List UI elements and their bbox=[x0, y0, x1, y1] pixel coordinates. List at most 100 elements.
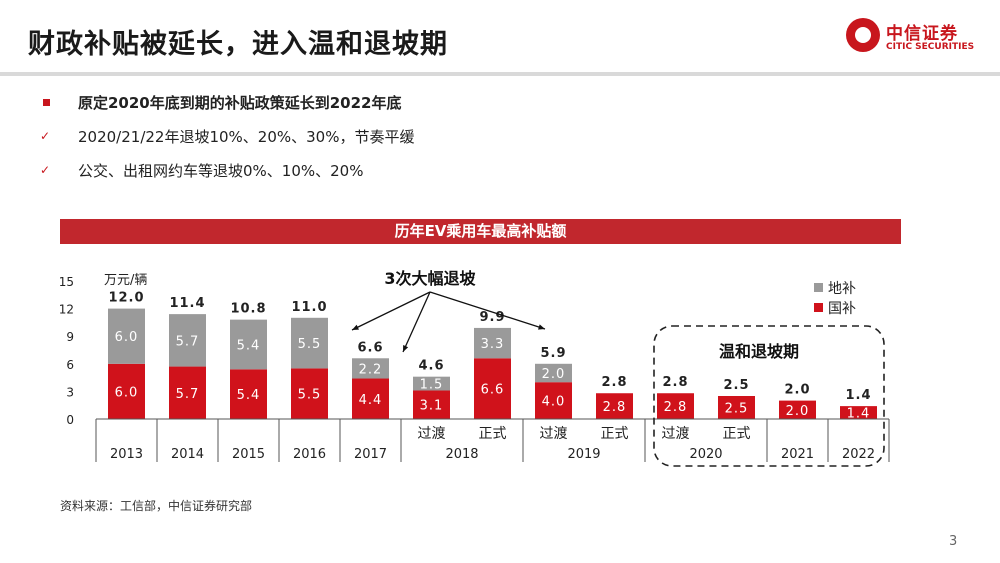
year-label: 2021 bbox=[781, 447, 814, 462]
bar-guobu bbox=[230, 369, 267, 419]
year-label: 2014 bbox=[171, 447, 204, 462]
bar-dibu-value: 5.7 bbox=[176, 334, 200, 349]
legend-swatch-dibu bbox=[814, 283, 823, 292]
year-label: 2017 bbox=[354, 447, 387, 462]
year-label: 2013 bbox=[110, 447, 143, 462]
bar-total-label: 2.0 bbox=[784, 383, 810, 398]
legend-label-dibu: 地补 bbox=[828, 281, 856, 297]
bar-dibu bbox=[535, 363, 572, 383]
y-tick-label: 15 bbox=[59, 275, 74, 289]
header: 财政补贴被延长，进入温和退坡期 bbox=[0, 0, 1000, 76]
bar-dibu bbox=[352, 358, 389, 379]
bar-total-label: 11.4 bbox=[169, 296, 205, 311]
annotation-mild-label: 温和退坡期 bbox=[718, 342, 799, 361]
y-tick-label: 6 bbox=[66, 358, 74, 372]
bar-guobu bbox=[352, 378, 389, 419]
bar-guobu bbox=[291, 368, 328, 419]
logo-text-en: CITIC SECURITIES bbox=[886, 42, 975, 52]
bar-guobu bbox=[474, 358, 511, 419]
y-tick-label: 12 bbox=[59, 303, 74, 317]
bar-guobu-value: 2.8 bbox=[603, 400, 627, 415]
bar-guobu-value: 5.4 bbox=[237, 388, 261, 403]
bar-total-label: 5.9 bbox=[540, 346, 566, 361]
bar-guobu bbox=[657, 393, 694, 419]
bar-dibu-value: 5.5 bbox=[298, 337, 322, 352]
annotation-arrowhead bbox=[403, 345, 409, 352]
page-title: 财政补贴被延长，进入温和退坡期 bbox=[28, 29, 448, 60]
sub-category-label: 过渡 bbox=[418, 426, 446, 442]
bar-guobu bbox=[718, 396, 755, 419]
bar-guobu-value: 2.0 bbox=[786, 404, 810, 419]
bar-dibu bbox=[413, 376, 450, 391]
check-icon: ✓ bbox=[40, 163, 51, 177]
bar-guobu-value: 2.5 bbox=[725, 402, 749, 417]
bar-total-label: 2.5 bbox=[723, 378, 749, 393]
y-tick-label: 9 bbox=[66, 330, 74, 344]
bar-total-label: 12.0 bbox=[108, 291, 144, 306]
bar-guobu-value: 3.1 bbox=[420, 399, 444, 414]
annotation-arrowhead bbox=[352, 324, 359, 330]
year-label: 2022 bbox=[842, 447, 875, 462]
bar-guobu-value: 4.4 bbox=[359, 393, 383, 408]
chart-title-banner: 历年EV乘用车最高补贴额 bbox=[60, 219, 901, 244]
bullet-text: 公交、出租网约车等退坡0%、10%、20% bbox=[78, 162, 364, 180]
annotation-arrow bbox=[351, 291, 431, 331]
header-divider bbox=[0, 72, 1000, 76]
annotation-cut-label: 3次大幅退坡 bbox=[384, 269, 476, 288]
source-note: 资料来源：工信部，中信证券研究部 bbox=[60, 499, 253, 513]
bar-guobu-value: 5.5 bbox=[298, 388, 322, 403]
bullet-text: 2020/21/22年退坡10%、20%、30%，节奏平缓 bbox=[78, 128, 415, 146]
bar-dibu-value: 6.0 bbox=[115, 330, 139, 345]
sub-category-label: 过渡 bbox=[540, 426, 568, 442]
annotation-arrow bbox=[402, 291, 431, 353]
citic-logo-icon bbox=[846, 18, 880, 52]
bar-total-label: 2.8 bbox=[601, 375, 627, 390]
bar-guobu-value: 6.6 bbox=[481, 383, 505, 398]
year-label: 2019 bbox=[567, 447, 600, 462]
bar-total-label: 10.8 bbox=[230, 302, 266, 317]
sub-category-label: 过渡 bbox=[662, 426, 690, 442]
bar-dibu bbox=[230, 319, 267, 370]
bar-total-label: 4.6 bbox=[418, 359, 444, 374]
annotation-arrowhead bbox=[538, 324, 545, 330]
year-label: 2018 bbox=[445, 447, 478, 462]
citic-logo: 中信证券 CITIC SECURITIES bbox=[846, 18, 976, 60]
bar-dibu-value: 5.4 bbox=[237, 338, 261, 353]
bar-guobu-value: 1.4 bbox=[847, 407, 871, 422]
bar-total-label: 11.0 bbox=[291, 300, 327, 315]
year-label: 2015 bbox=[232, 447, 265, 462]
bar-guobu bbox=[413, 390, 450, 419]
y-tick-label: 0 bbox=[66, 413, 74, 427]
square-bullet-icon bbox=[43, 99, 50, 106]
annotation-arrow bbox=[429, 291, 546, 330]
bar-dibu-value: 3.3 bbox=[481, 337, 505, 352]
y-tick-label: 3 bbox=[66, 385, 74, 399]
sub-category-label: 正式 bbox=[723, 426, 751, 442]
bullet-text: 原定2020年底到期的补贴政策延长到2022年底 bbox=[78, 94, 402, 112]
bar-guobu bbox=[108, 363, 145, 419]
sub-category-label: 正式 bbox=[601, 426, 629, 442]
bar-guobu bbox=[779, 400, 816, 419]
bar-dibu-value: 1.5 bbox=[420, 378, 444, 393]
bar-total-label: 6.6 bbox=[357, 340, 383, 355]
sub-category-label: 正式 bbox=[479, 426, 507, 442]
page-number: 3 bbox=[949, 534, 958, 549]
bar-dibu-value: 2.2 bbox=[359, 362, 383, 377]
bar-guobu-value: 4.0 bbox=[542, 395, 566, 410]
mild-period-box bbox=[653, 325, 885, 467]
bar-guobu-value: 2.8 bbox=[664, 400, 688, 415]
bar-total-label: 2.8 bbox=[662, 375, 688, 390]
bar-guobu-value: 5.7 bbox=[176, 387, 200, 402]
bar-dibu bbox=[169, 314, 206, 367]
bar-dibu bbox=[108, 308, 145, 364]
bar-dibu-value: 2.0 bbox=[542, 367, 566, 382]
bar-dibu bbox=[291, 317, 328, 369]
bar-dibu bbox=[474, 327, 511, 359]
bar-guobu bbox=[535, 382, 572, 419]
bar-guobu bbox=[169, 366, 206, 419]
year-label: 2016 bbox=[293, 447, 326, 462]
legend-label-guobu: 国补 bbox=[828, 301, 856, 317]
year-label: 2020 bbox=[689, 447, 722, 462]
bar-guobu bbox=[596, 393, 633, 419]
